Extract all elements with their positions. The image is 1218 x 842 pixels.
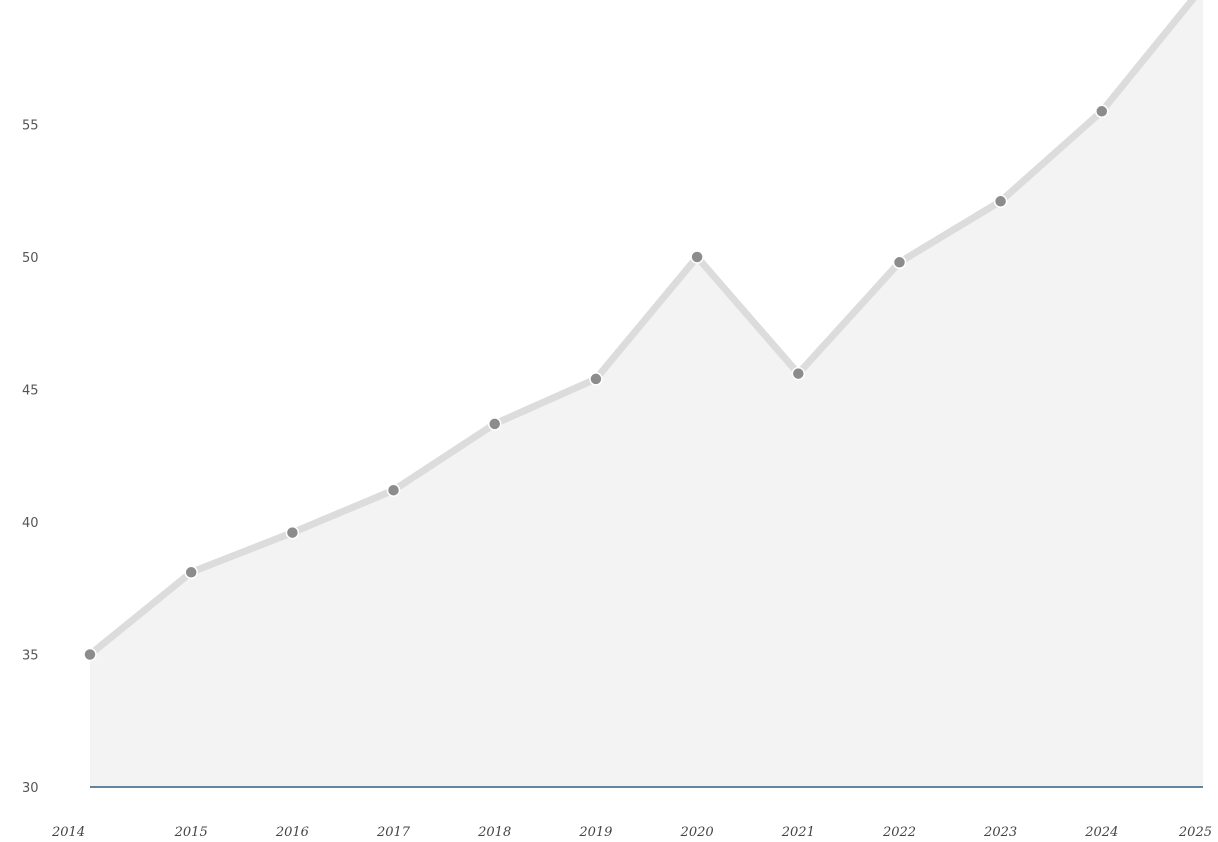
x-tick-label: 2019 — [578, 825, 612, 840]
plot-area — [83, 0, 1203, 788]
x-tick-label: 2024 — [1084, 825, 1118, 840]
data-point-2020 — [690, 250, 704, 264]
data-point-2018 — [487, 417, 502, 431]
x-tick-label: 2025 — [1178, 825, 1212, 840]
data-point-2015 — [184, 565, 198, 580]
y-tick-label: 50 — [22, 251, 39, 266]
x-tick-label: 2016 — [275, 825, 309, 840]
x-axis: 2014 2015 2016 2017 2018 2019 2020 2021 2022 2023… — [51, 825, 1212, 840]
x-tick-label: 2014 — [51, 825, 85, 840]
x-tick-label: 2015 — [174, 825, 208, 840]
data-point-2022 — [892, 255, 907, 270]
data-point-2024 — [1095, 104, 1109, 119]
x-tick-label: 2023 — [983, 825, 1017, 840]
data-markers — [83, 104, 1109, 662]
x-tick-label: 2018 — [477, 825, 511, 840]
data-point-2017 — [386, 483, 401, 497]
data-point-2021 — [791, 366, 806, 381]
y-tick-label: 35 — [22, 649, 39, 664]
area-fill — [90, 0, 1203, 787]
x-tick-label: 2017 — [376, 825, 411, 840]
y-axis: 30 35 40 45 50 55 — [22, 119, 39, 797]
y-tick-label: 40 — [22, 516, 39, 531]
data-point-2019 — [589, 372, 603, 386]
x-tick-label: 2021 — [781, 825, 815, 840]
series-line — [86, 0, 1197, 658]
data-point-2016 — [285, 525, 300, 540]
y-tick-label: 30 — [22, 781, 39, 796]
y-tick-label: 45 — [22, 384, 39, 399]
data-point-2014 — [83, 647, 97, 662]
data-point-2023 — [993, 194, 1008, 209]
x-tick-label: 2022 — [882, 825, 916, 840]
x-tick-label: 2020 — [680, 825, 714, 840]
y-tick-label: 55 — [22, 119, 39, 134]
